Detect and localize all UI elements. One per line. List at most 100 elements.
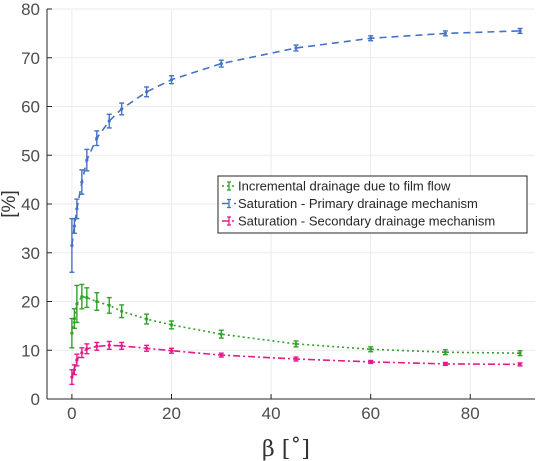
data-point (107, 343, 111, 347)
data-point (144, 90, 149, 94)
legend-box (217, 175, 528, 234)
error-bar (119, 102, 125, 116)
data-point (443, 31, 447, 35)
error-bar (293, 340, 299, 348)
data-point (518, 29, 522, 33)
y-tick-label: 70 (21, 49, 40, 68)
error-bar (218, 59, 224, 68)
error-bar (74, 353, 80, 367)
data-point (169, 78, 174, 82)
data-point (219, 62, 223, 66)
legend-label: Saturation - Secondary drainage mechanis… (238, 214, 495, 229)
error-bar (106, 296, 112, 314)
error-bar (69, 317, 75, 349)
data-point (72, 316, 76, 321)
data-point (85, 347, 89, 351)
error-bar (218, 329, 224, 339)
error-bar (119, 304, 125, 319)
error-bar (368, 35, 374, 42)
data-point (70, 243, 74, 248)
data-point (70, 331, 74, 335)
data-point (72, 224, 76, 228)
error-bar (74, 198, 80, 220)
data-point (85, 296, 89, 300)
error-bar (218, 352, 224, 358)
error-bar (368, 359, 374, 365)
y-tick-label: 0 (31, 390, 40, 409)
y-tick-label: 60 (21, 98, 40, 117)
data-point (219, 332, 223, 336)
data-point (107, 119, 111, 123)
data-point (80, 180, 84, 184)
data-point (294, 46, 298, 50)
data-point (107, 303, 111, 307)
error-bar (144, 344, 150, 352)
error-bar (119, 341, 125, 350)
series-line (71, 344, 521, 378)
data-point (144, 346, 149, 350)
data-point (75, 358, 79, 362)
data-point (294, 342, 298, 346)
error-bar (79, 283, 85, 310)
error-bar (74, 284, 80, 324)
x-axis-label: β [˚] (262, 435, 310, 461)
series-3 (69, 340, 523, 386)
data-point (80, 351, 84, 355)
series-layer (69, 27, 523, 386)
error-bar (79, 169, 85, 195)
error-bar (71, 308, 77, 330)
error-bar (442, 349, 448, 356)
error-bar (94, 341, 100, 351)
legend-entry-3: Saturation - Secondary drainage mechanis… (222, 214, 495, 229)
data-point (120, 344, 124, 348)
data-point (75, 302, 79, 306)
data-point (443, 362, 447, 366)
data-point (169, 349, 174, 353)
data-point (219, 353, 223, 357)
error-bar (79, 347, 85, 359)
y-tick-label: 80 (21, 0, 40, 19)
y-tick-label: 30 (21, 244, 40, 263)
data-point (95, 344, 99, 348)
error-bar (168, 347, 174, 354)
error-bar (106, 340, 112, 350)
data-point (95, 299, 99, 304)
series-2 (69, 27, 523, 273)
error-bar (293, 356, 299, 362)
data-point (70, 375, 74, 379)
error-bar (84, 343, 90, 355)
x-tick-label: 80 (461, 404, 480, 423)
x-tick-label: 40 (262, 404, 281, 423)
error-bar (168, 75, 174, 85)
data-point (443, 350, 447, 354)
legend-entry-1: Incremental drainage due to film flow (222, 179, 451, 194)
y-axis-label: [%] (0, 190, 20, 217)
error-bar (144, 313, 150, 325)
data-point (85, 158, 89, 162)
data-point (294, 357, 298, 361)
axes (46, 8, 535, 400)
error-bar (84, 287, 90, 309)
error-bar (442, 30, 448, 37)
error-bar (293, 44, 299, 52)
data-point (120, 107, 124, 111)
data-point (75, 207, 79, 211)
y-tick-label: 20 (21, 293, 40, 312)
error-bar (442, 361, 448, 367)
data-point (95, 136, 99, 140)
y-tick-label: 10 (21, 341, 40, 360)
data-point (169, 323, 174, 327)
tick-labels: 0 20 40 60 80 0 10 20 30 40 50 60 70 80 (21, 0, 480, 423)
x-tick-label: 60 (361, 404, 380, 423)
error-bar (144, 86, 150, 98)
legend: Incremental drainage due to film flow Sat… (217, 175, 528, 234)
legend-entry-2: Saturation - Primary drainage mechanism (222, 196, 478, 211)
error-bar (517, 350, 523, 357)
error-bar (94, 130, 100, 147)
error-bar (517, 27, 523, 35)
data-point (369, 36, 373, 40)
data-point (369, 347, 373, 351)
error-bar (84, 148, 90, 172)
x-tick-label: 0 (67, 404, 76, 423)
data-point (72, 368, 76, 372)
